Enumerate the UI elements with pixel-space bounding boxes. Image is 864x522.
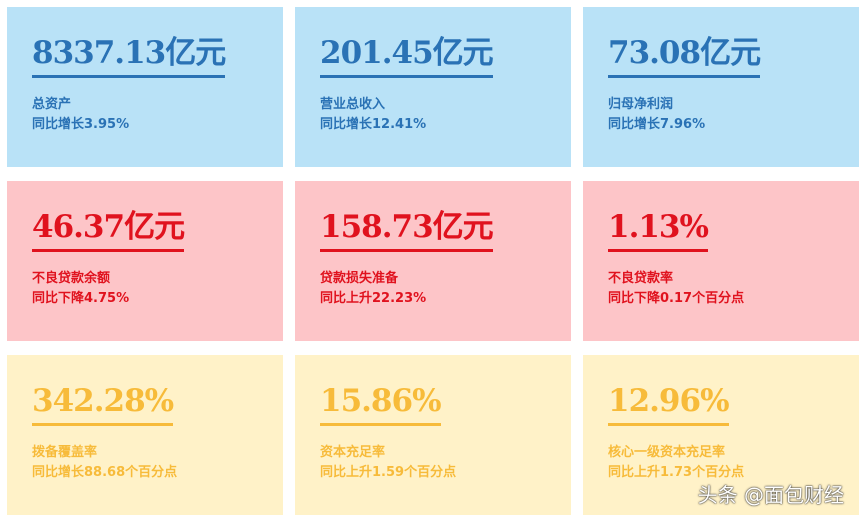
metric-label: 资本充足率 同比上升1.59个百分点: [320, 445, 457, 480]
metric-value: 8337.13亿元: [32, 33, 226, 78]
card-npl-ratio: 1.13% 不良贷款率 同比下降0.17个百分点: [583, 181, 859, 341]
metric-label: 总资产 同比增长3.95%: [32, 97, 130, 132]
card-core-tier1-ratio: 12.96% 核心一级资本充足率 同比上升1.73个百分点: [583, 355, 859, 515]
metric-value: 73.08亿元: [608, 33, 761, 78]
metric-value: 201.45亿元: [320, 33, 494, 78]
card-total-assets: 8337.13亿元 总资产 同比增长3.95%: [7, 7, 283, 167]
card-operating-revenue: 201.45亿元 营业总收入 同比增长12.41%: [295, 7, 571, 167]
metric-label: 营业总收入 同比增长12.41%: [320, 97, 427, 132]
metric-label: 核心一级资本充足率 同比上升1.73个百分点: [608, 445, 745, 480]
metric-value: 342.28%: [32, 381, 174, 426]
card-npl-balance: 46.37亿元 不良贷款余额 同比下降4.75%: [7, 181, 283, 341]
metric-label: 贷款损失准备 同比上升22.23%: [320, 271, 427, 306]
metric-label: 拨备覆盖率 同比增长88.68个百分点: [32, 445, 178, 480]
metric-value: 12.96%: [608, 381, 730, 426]
metric-value: 1.13%: [608, 207, 709, 252]
metric-label: 不良贷款余额 同比下降4.75%: [32, 271, 130, 306]
card-provision-coverage: 342.28% 拨备覆盖率 同比增长88.68个百分点: [7, 355, 283, 515]
metric-value: 158.73亿元: [320, 207, 494, 252]
metric-label: 不良贷款率 同比下降0.17个百分点: [608, 271, 745, 306]
card-net-profit: 73.08亿元 归母净利润 同比增长7.96%: [583, 7, 859, 167]
metric-value: 15.86%: [320, 381, 442, 426]
card-loan-loss-reserve: 158.73亿元 贷款损失准备 同比上升22.23%: [295, 181, 571, 341]
watermark: 头条 @面包财经: [697, 483, 844, 507]
metric-value: 46.37亿元: [32, 207, 185, 252]
card-capital-adequacy: 15.86% 资本充足率 同比上升1.59个百分点: [295, 355, 571, 515]
metric-label: 归母净利润 同比增长7.96%: [608, 97, 706, 132]
